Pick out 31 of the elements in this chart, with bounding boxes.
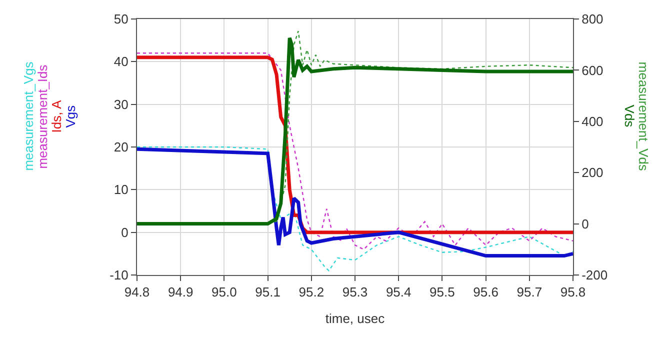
y-tick-label: 10	[114, 182, 128, 198]
y-tick-label: 0	[121, 224, 128, 240]
x-tick-label: 95.3	[342, 284, 368, 300]
y2-tick-label: -200	[582, 268, 608, 283]
x-tick-label: 95.2	[298, 284, 324, 300]
x-tick-label: 95.0	[212, 284, 237, 300]
x-tick-label: 94.8	[124, 284, 150, 300]
x-tick-label: 95.6	[473, 284, 498, 300]
x-axis-title: time, usec	[325, 311, 386, 326]
y2-tick-label: 600	[582, 62, 604, 78]
text: Ids, A	[49, 100, 64, 133]
text: measurement_Vds	[636, 62, 651, 172]
text: Vgs	[63, 104, 78, 128]
y-tick-label: 40	[114, 54, 128, 70]
text: Vds	[622, 104, 637, 128]
x-tick-label: 95.8	[560, 284, 586, 300]
y2-tick-label: 0	[582, 216, 589, 232]
x-tick-label: 94.9	[168, 284, 194, 300]
y2-tick-label: 400	[582, 114, 604, 129]
x-tick-label: 95.1	[255, 284, 280, 300]
x-tick-label: 95.5	[430, 284, 455, 300]
text: measurement_Ids	[35, 64, 50, 169]
y-tick-label: 20	[114, 140, 128, 155]
y2-tick-label: 200	[582, 165, 604, 180]
y-tick-label: -10	[110, 268, 128, 283]
x-tick-label: 95.4	[386, 284, 412, 300]
y2-tick-label: 800	[582, 12, 604, 27]
y-tick-label: 30	[114, 96, 128, 112]
y-tick-label: 50	[114, 12, 128, 27]
x-tick-label: 95.7	[516, 284, 542, 300]
text: measurement_Vgs	[21, 61, 36, 171]
